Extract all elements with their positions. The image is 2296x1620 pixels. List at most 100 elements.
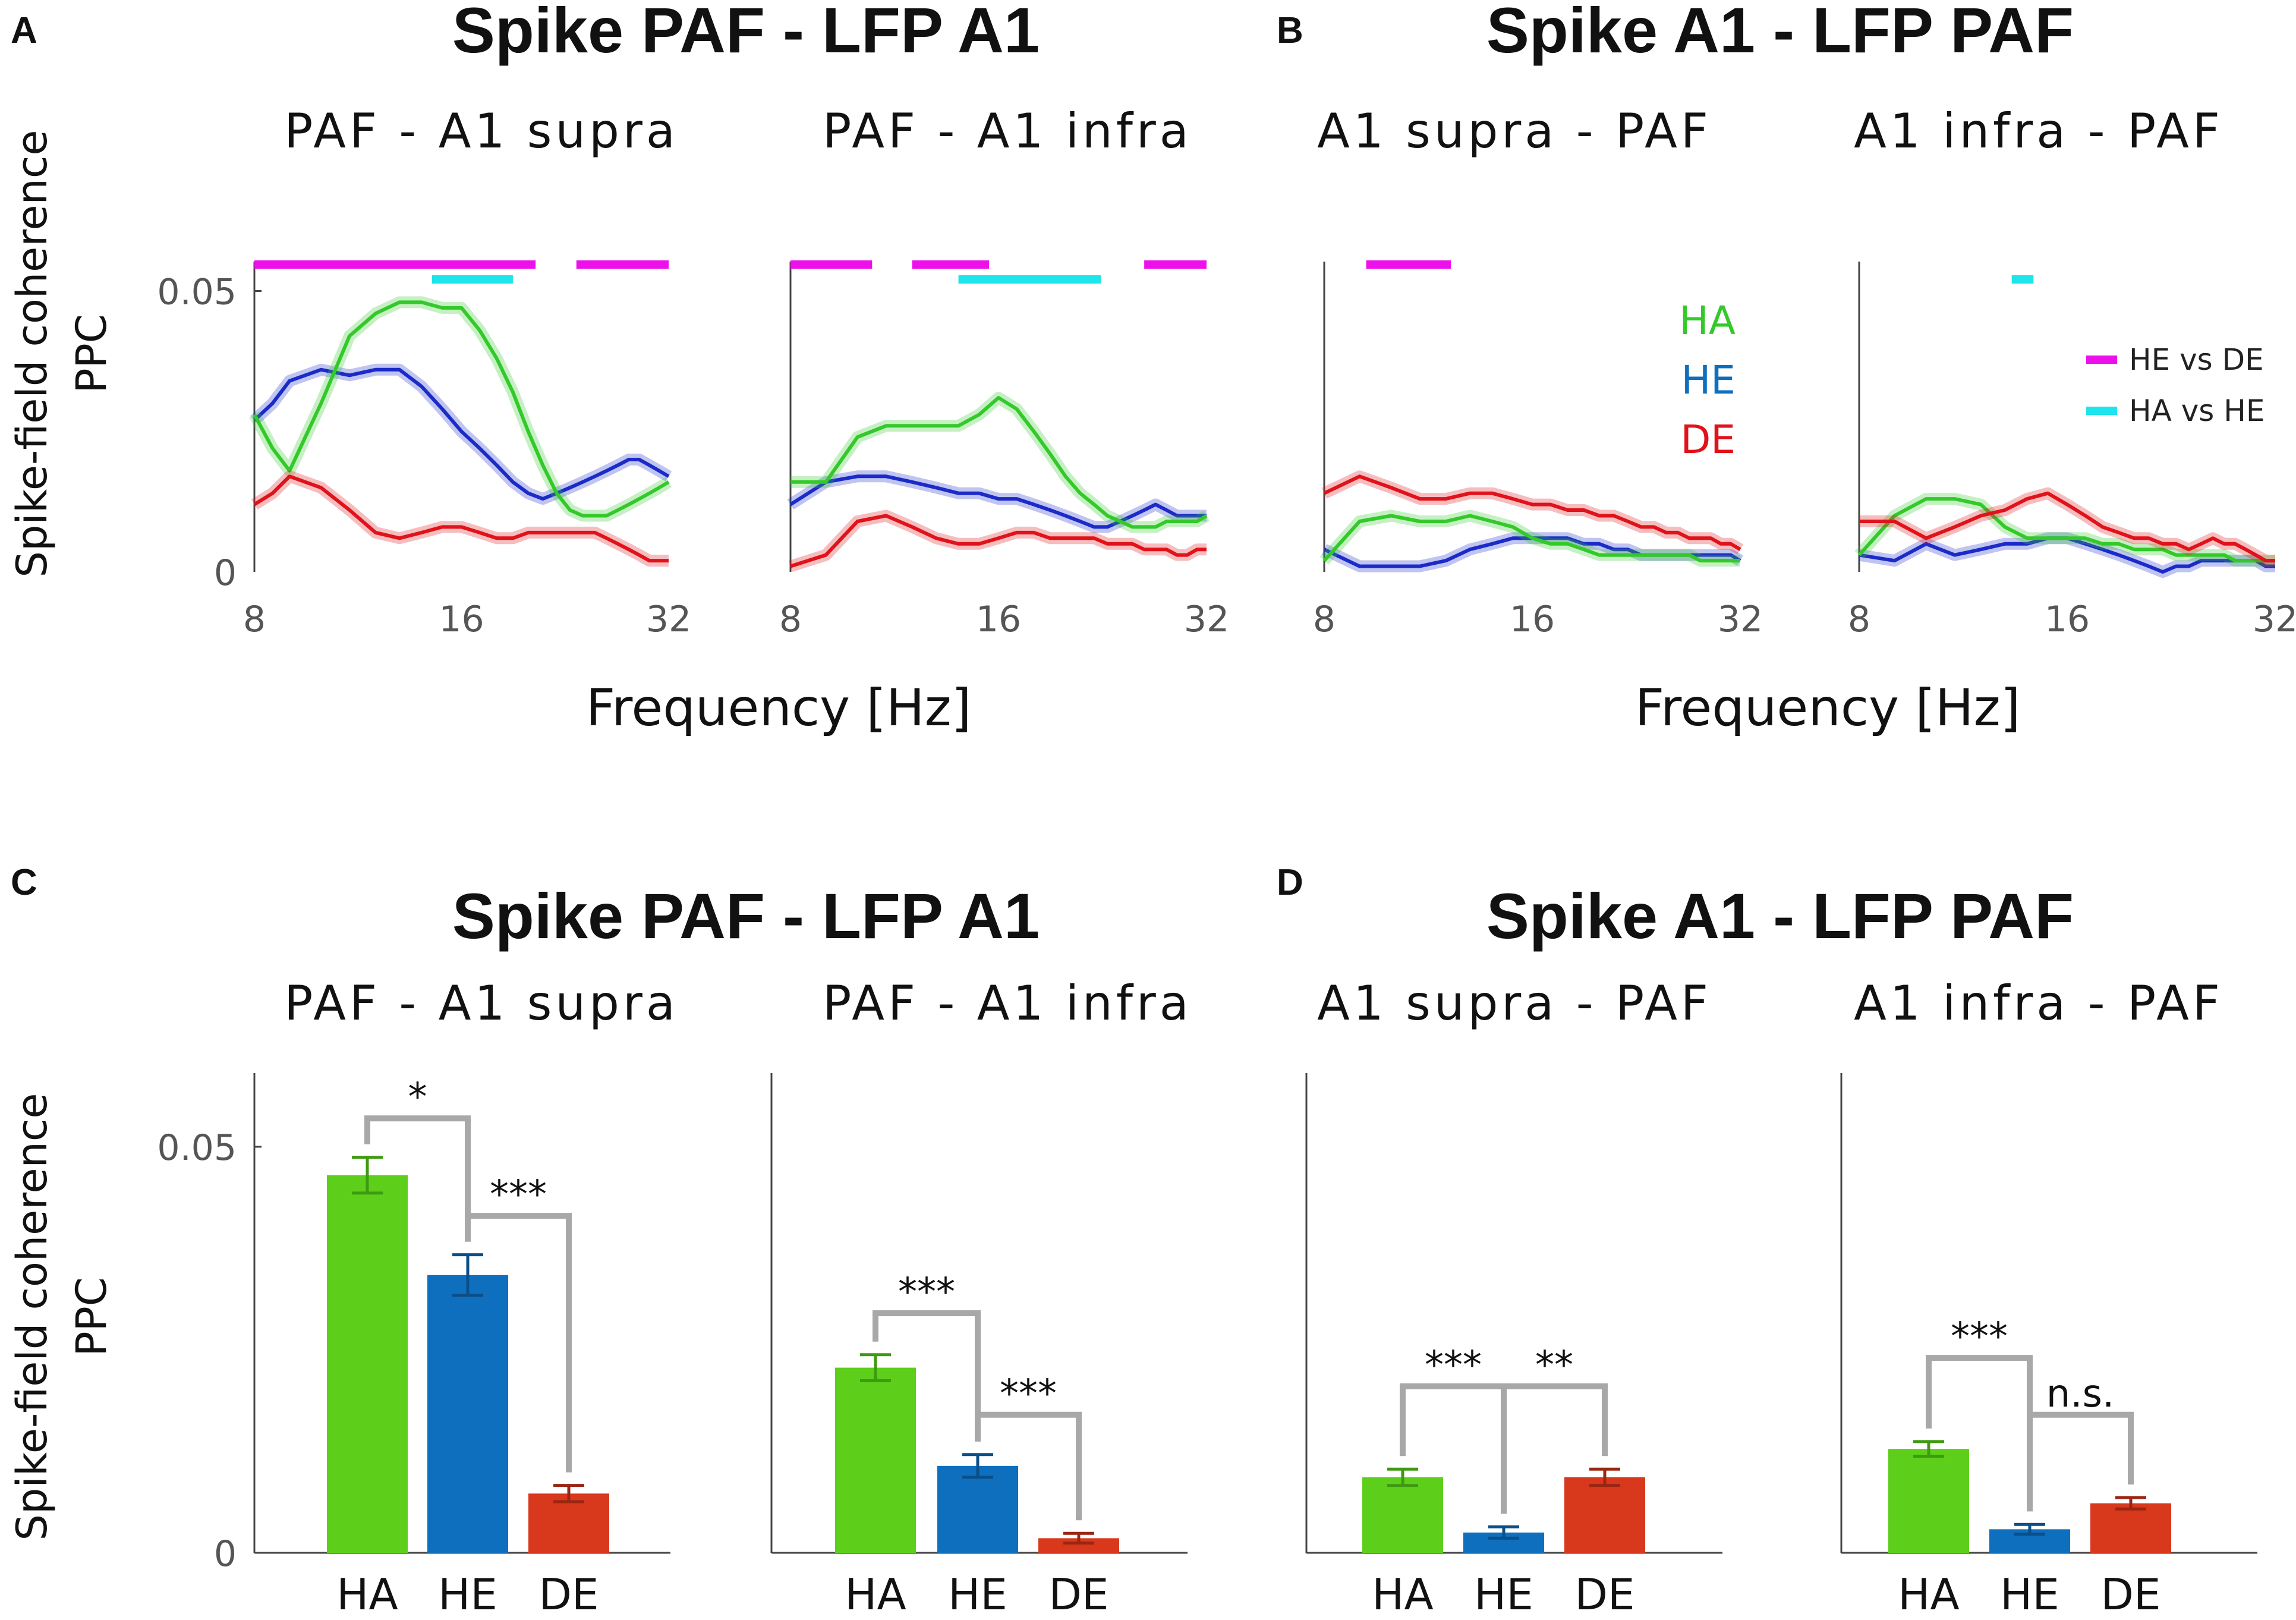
y-tick-label: 0 — [214, 552, 237, 594]
category-label-he: HE — [1474, 1569, 1533, 1619]
x-axis-label-left: Frequency [Hz] — [586, 678, 972, 738]
chart-a1-infra-paf-lines: A1 infra - PAF 8 16 32 — [1848, 103, 2296, 640]
significance-bar-he-vs-de — [1366, 260, 1451, 269]
significance-bar-he-vs-de — [576, 260, 669, 269]
series-line-he — [789, 474, 1207, 529]
legend-significance: HE vs DE HA vs HE — [2086, 342, 2264, 428]
panel-label-b: B — [1277, 10, 1303, 51]
significance-label: *** — [1000, 1372, 1057, 1416]
y-tick-label: 0.05 — [157, 1127, 237, 1169]
bar-de — [528, 1493, 609, 1553]
significance-bracket — [1501, 1383, 1608, 1514]
significance-bracket — [364, 1115, 471, 1242]
category-label-de: DE — [539, 1569, 599, 1619]
significance-label: *** — [1951, 1315, 2008, 1359]
chart-title: A1 supra - PAF — [1317, 103, 1712, 159]
significance-bar-ha-vs-he — [432, 275, 513, 284]
significance-label: *** — [1425, 1344, 1482, 1388]
chart-title: A1 infra - PAF — [1854, 103, 2223, 159]
x-tick-label: 16 — [439, 599, 484, 640]
y-axis-label-line1: Spike-field coherence — [8, 1093, 56, 1541]
x-tick-label: 32 — [1718, 599, 1763, 640]
x-tick-label: 8 — [779, 599, 802, 640]
significance-label: ** — [1535, 1344, 1573, 1388]
category-label-he: HE — [948, 1569, 1007, 1619]
series-line-ha — [253, 300, 670, 518]
bar-he — [937, 1465, 1018, 1553]
bar-ha — [327, 1175, 408, 1553]
category-label-he: HE — [438, 1569, 497, 1619]
y-axis-label-bottom: Spike-field coherence — [8, 1093, 56, 1541]
series-line-de — [1859, 491, 2275, 563]
significance-label: *** — [898, 1270, 955, 1314]
x-tick-label: 16 — [976, 599, 1021, 640]
chart-title: A1 infra - PAF — [1854, 976, 2223, 1031]
significance-bar-ha-vs-he — [2011, 275, 2034, 284]
chart-title: PAF - A1 infra — [823, 103, 1192, 159]
legend-cyan-swatch — [2086, 407, 2117, 415]
x-axis-label-right: Frequency [Hz] — [1635, 678, 2021, 738]
chart-title: A1 supra - PAF — [1317, 976, 1712, 1031]
significance-bar-he-vs-de — [254, 260, 536, 269]
y-tick-label: 0.05 — [157, 272, 237, 313]
category-label-de: DE — [1049, 1569, 1109, 1619]
y-axis-label-top: Spike-field coherence — [8, 130, 56, 578]
legend-ha-vs-he: HA vs HE — [2129, 394, 2264, 428]
category-label-ha: HA — [1372, 1569, 1433, 1619]
x-tick-label: 32 — [1184, 599, 1229, 640]
chart-paf-a1-infra-bars: PAF - A1 infra HA HE DE *** *** — [770, 976, 1192, 1619]
x-tick-label: 8 — [1313, 599, 1336, 640]
series-line-ha — [1322, 514, 1740, 563]
significance-bracket — [975, 1411, 1082, 1521]
significance-bar-ha-vs-he — [958, 275, 1101, 284]
significance-bar-he-vs-de — [912, 260, 989, 269]
significance-label: * — [408, 1075, 427, 1119]
bar-ha — [1362, 1477, 1443, 1553]
significance-bar-he-vs-de — [1144, 260, 1207, 269]
significance-bracket — [2027, 1411, 2134, 1512]
category-label-ha: HA — [1898, 1569, 1959, 1619]
series-band-he — [250, 363, 672, 505]
x-tick-label: 8 — [1848, 599, 1870, 640]
significance-label: *** — [490, 1173, 547, 1217]
y-axis-label-top-ppc: PPC — [67, 314, 116, 393]
panel-label-a: A — [11, 10, 37, 51]
category-label-ha: HA — [845, 1569, 906, 1619]
bar-de — [2090, 1503, 2171, 1553]
legend-he: HE — [1681, 357, 1736, 403]
y-axis-label-line2: PPC — [67, 1277, 116, 1356]
y-tick-label: 0 — [214, 1533, 237, 1575]
chart-title: PAF - A1 supra — [284, 976, 679, 1031]
chart-a1-supra-paf-lines: A1 supra - PAF 8 16 32 — [1313, 103, 1763, 640]
chart-title: PAF - A1 supra — [284, 103, 679, 159]
legend-conditions: HA HE DE — [1679, 298, 1736, 463]
chart-title: PAF - A1 infra — [823, 976, 1192, 1031]
x-tick-label: 8 — [243, 599, 266, 640]
x-tick-label: 16 — [2045, 599, 2090, 640]
section-title-bottom-right: Spike A1 - LFP PAF — [1486, 880, 2074, 952]
legend-de: DE — [1680, 417, 1736, 463]
category-label-ha: HA — [336, 1569, 398, 1619]
significance-label: n.s. — [2046, 1372, 2115, 1416]
significance-bracket — [873, 1310, 981, 1442]
panel-label-d: D — [1277, 862, 1303, 903]
x-tick-label: 32 — [2253, 599, 2296, 640]
category-label-de: DE — [1575, 1569, 1635, 1619]
panel-label-c: C — [11, 862, 37, 903]
series-line-de — [790, 514, 1207, 568]
chart-a1-infra-paf-bars: A1 infra - PAF HA HE DE *** n.s. — [1840, 976, 2257, 1619]
series-line-de — [1323, 474, 1741, 551]
bar-de — [1564, 1477, 1645, 1553]
bar-ha — [835, 1367, 916, 1553]
category-label-he: HE — [2000, 1569, 2059, 1619]
series-line-he — [253, 367, 670, 501]
x-tick-label: 32 — [646, 599, 691, 640]
y-axis-label-line2: PPC — [67, 314, 116, 393]
series-line-de — [253, 474, 669, 563]
significance-bar-he-vs-de — [790, 260, 873, 269]
series-line-ha — [790, 396, 1208, 529]
chart-paf-a1-infra-lines: PAF - A1 infra 8 16 32 — [779, 103, 1229, 640]
significance-bracket — [465, 1213, 572, 1473]
